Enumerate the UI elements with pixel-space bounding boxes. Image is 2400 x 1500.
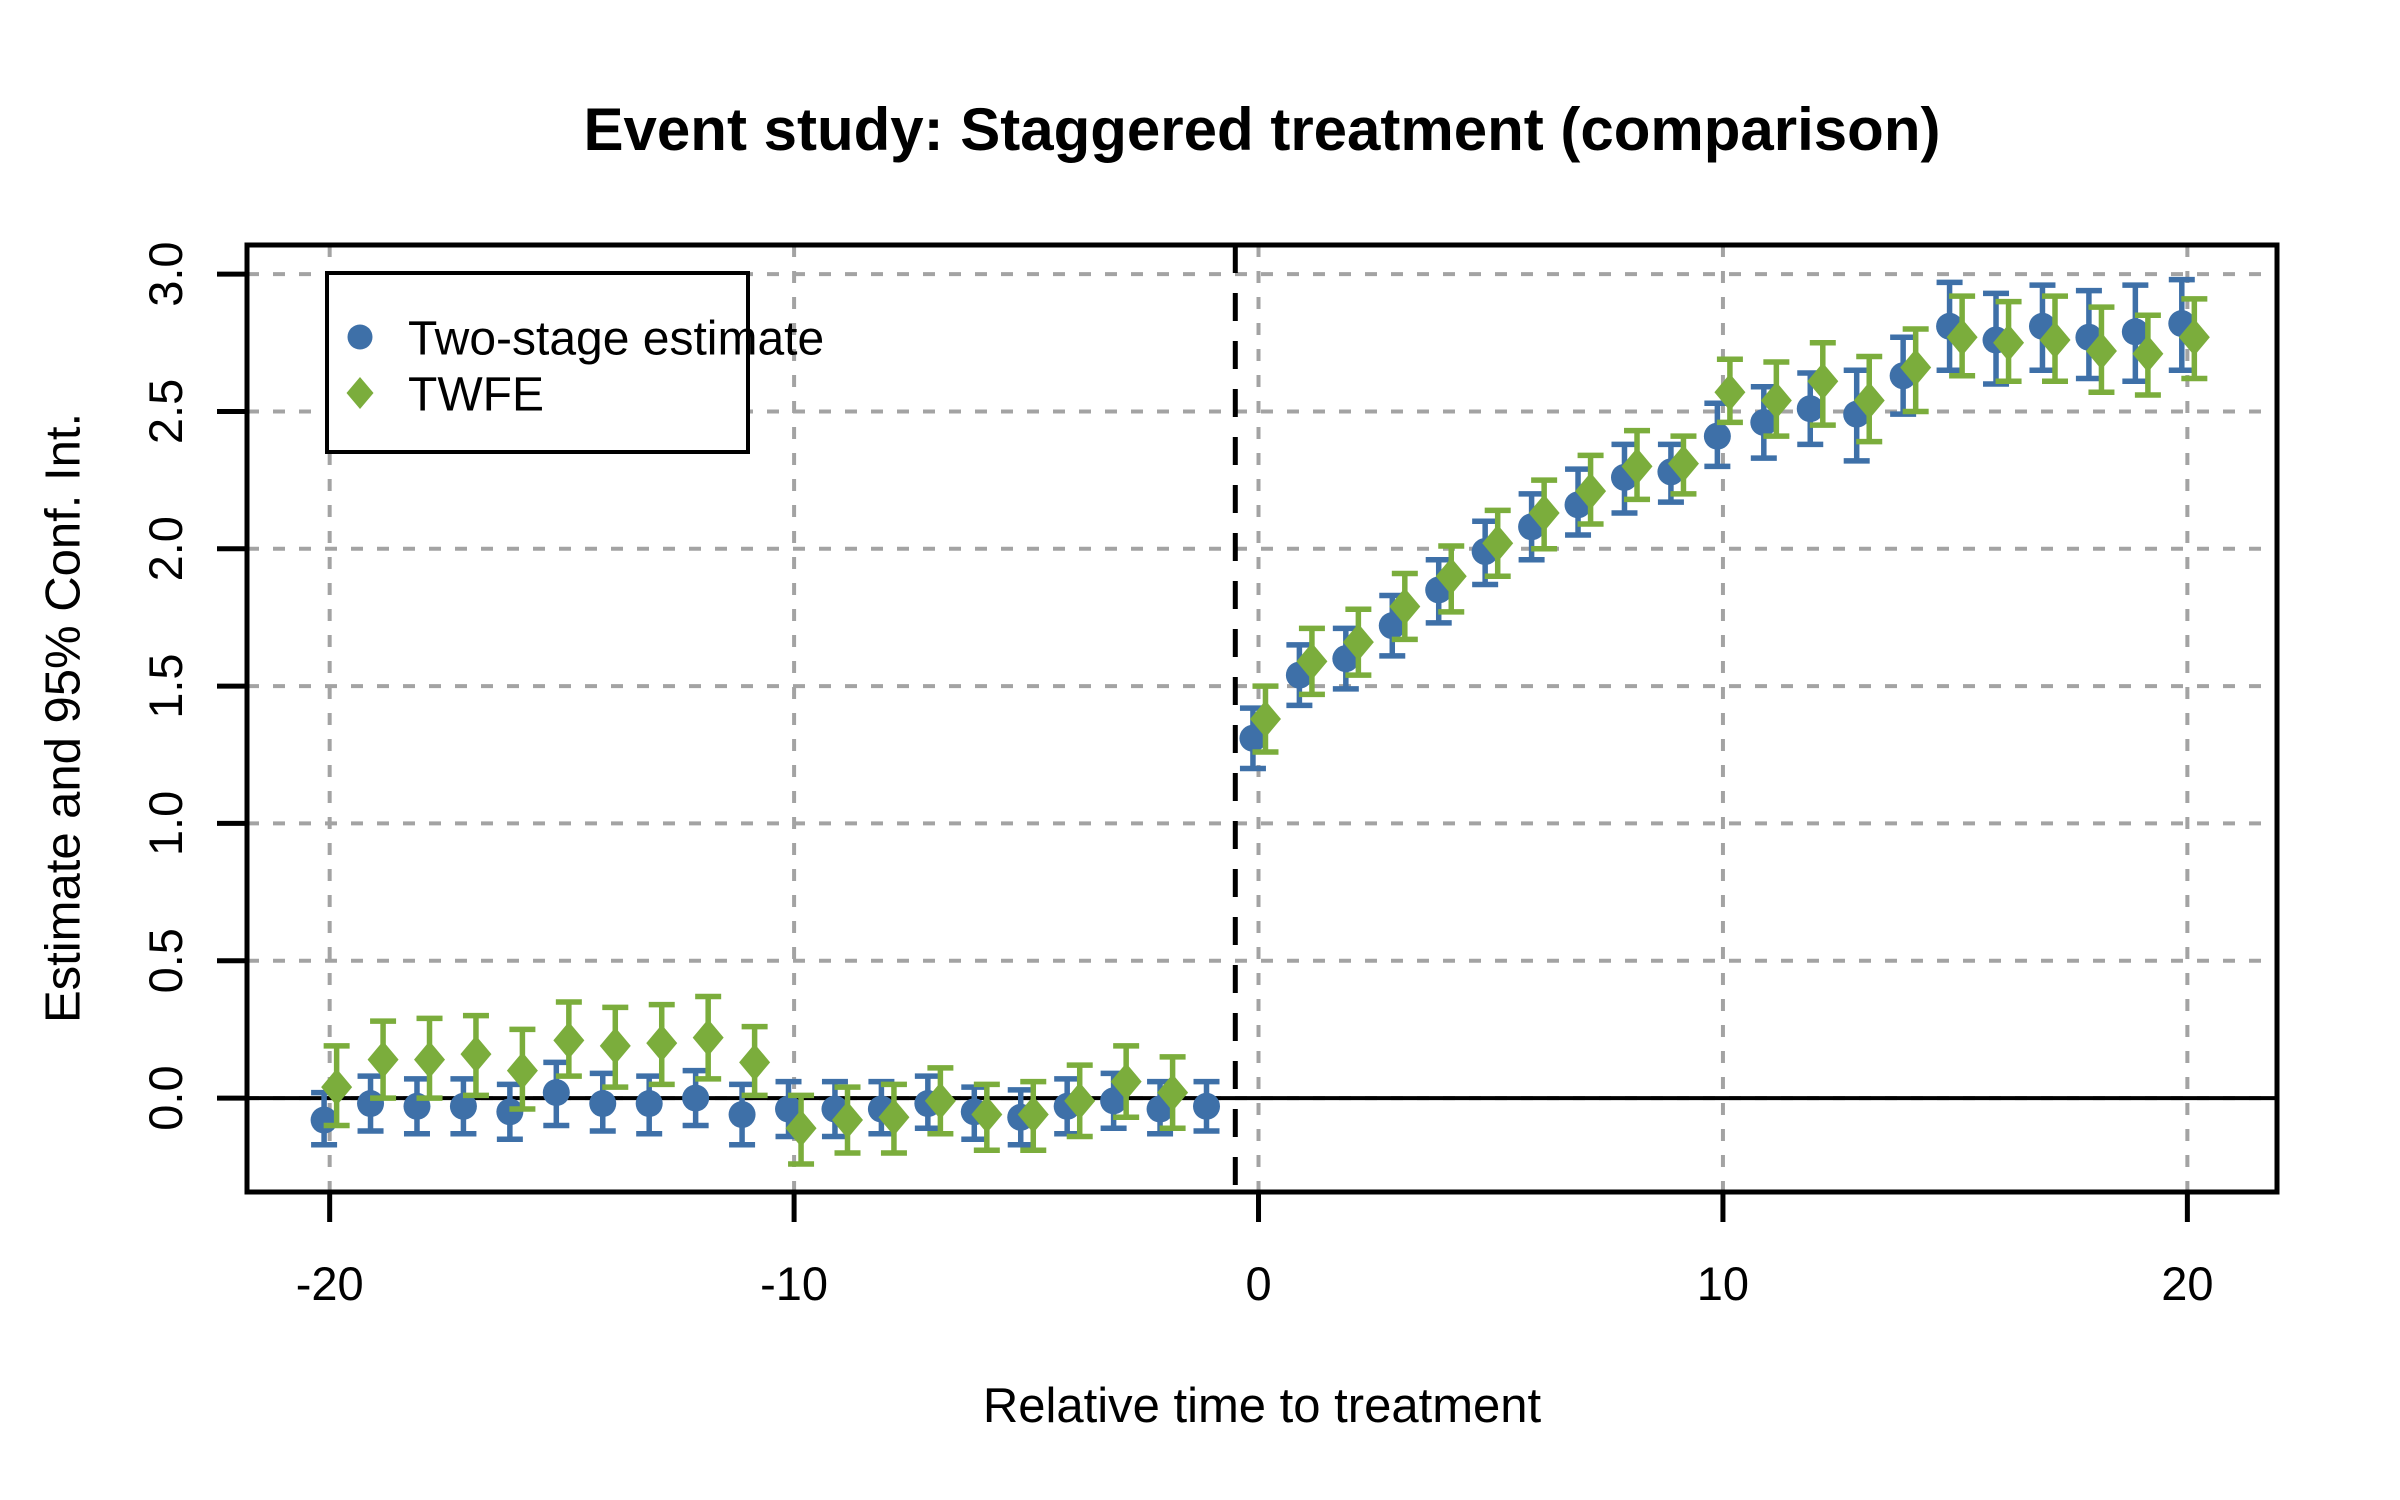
point-circle bbox=[1193, 1092, 1221, 1120]
x-tick-label: -20 bbox=[296, 1257, 364, 1310]
legend-marker-circle bbox=[347, 324, 373, 350]
legend-marker-diamond bbox=[346, 377, 374, 409]
point-diamond bbox=[1714, 373, 1746, 411]
legend-label: Two-stage estimate bbox=[408, 312, 824, 365]
point-circle bbox=[589, 1090, 617, 1118]
point-diamond bbox=[367, 1041, 399, 1079]
point-diamond bbox=[1110, 1063, 1142, 1101]
point-diamond bbox=[2039, 321, 2071, 359]
series-twfe bbox=[321, 293, 2210, 1167]
data-series bbox=[310, 276, 2210, 1167]
point-circle bbox=[310, 1106, 338, 1134]
point-diamond bbox=[2085, 332, 2117, 370]
point-diamond bbox=[1528, 494, 1560, 532]
point-circle bbox=[775, 1095, 803, 1123]
point-diamond bbox=[832, 1101, 864, 1139]
axis-ticks: -20 -10 0 10 20 0.0 0.5 1.0 1.5 2.0 2.5 3.0 bbox=[139, 241, 2214, 1310]
reference-lines bbox=[247, 245, 2277, 1192]
point-circle bbox=[1100, 1087, 1128, 1115]
y-tick-label: 1.5 bbox=[139, 653, 192, 718]
point-diamond bbox=[1435, 557, 1467, 595]
legend-item: TWFE bbox=[346, 368, 544, 421]
point-diamond bbox=[1853, 381, 1885, 419]
point-diamond bbox=[1807, 362, 1839, 400]
y-tick-label-group: 1.5 bbox=[139, 653, 192, 718]
y-axis-title: Estimate and 95% Conf. Int. bbox=[37, 413, 91, 1023]
point-diamond bbox=[1064, 1082, 1096, 1120]
point-diamond bbox=[785, 1109, 817, 1147]
point-diamond bbox=[1249, 700, 1281, 738]
point-circle bbox=[1703, 422, 1731, 450]
point-circle bbox=[1796, 395, 1824, 423]
point-diamond bbox=[1946, 318, 1978, 356]
y-tick-label: 1.0 bbox=[139, 791, 192, 856]
point-diamond bbox=[1296, 642, 1328, 680]
y-tick-label-group: 3.0 bbox=[139, 241, 192, 306]
y-tick-label: 0.0 bbox=[139, 1065, 192, 1130]
point-diamond bbox=[1667, 445, 1699, 483]
point-diamond bbox=[2132, 335, 2164, 373]
legend-item: Two-stage estimate bbox=[347, 312, 824, 365]
point-circle bbox=[1378, 612, 1406, 640]
point-diamond bbox=[971, 1096, 1003, 1134]
point-diamond bbox=[1760, 381, 1792, 419]
x-tick-label: 20 bbox=[2161, 1257, 2213, 1310]
legend-box bbox=[325, 271, 750, 454]
point-circle bbox=[1750, 408, 1778, 436]
y-tick-label: 3.0 bbox=[139, 241, 192, 306]
point-circle bbox=[728, 1101, 756, 1129]
point-diamond bbox=[1900, 348, 1932, 386]
point-diamond bbox=[692, 1019, 724, 1057]
point-diamond bbox=[1575, 472, 1607, 510]
point-diamond bbox=[739, 1043, 771, 1081]
point-diamond bbox=[1342, 623, 1374, 661]
point-diamond bbox=[506, 1052, 538, 1090]
point-diamond bbox=[1017, 1096, 1049, 1134]
x-axis-title: Relative time to treatment bbox=[983, 1379, 1542, 1433]
point-circle bbox=[635, 1090, 663, 1118]
x-tick-label: 10 bbox=[1697, 1257, 1749, 1310]
y-tick-label: 2.0 bbox=[139, 516, 192, 581]
point-diamond bbox=[460, 1035, 492, 1073]
x-tick-label: 0 bbox=[1245, 1257, 1271, 1310]
point-diamond bbox=[924, 1082, 956, 1120]
chart-title: Event study: Staggered treatment (compar… bbox=[584, 96, 1941, 163]
x-tick-label: -10 bbox=[760, 1257, 828, 1310]
y-tick-label-group: 0.0 bbox=[139, 1065, 192, 1130]
point-circle bbox=[542, 1079, 570, 1107]
point-diamond bbox=[1157, 1074, 1189, 1112]
y-tick-label-group: 0.5 bbox=[139, 928, 192, 993]
point-diamond bbox=[878, 1098, 910, 1136]
plot-border bbox=[244, 242, 2280, 1195]
point-diamond bbox=[321, 1068, 353, 1106]
point-diamond bbox=[553, 1021, 585, 1059]
point-circle bbox=[2121, 318, 2149, 346]
y-tick-label-group: 2.0 bbox=[139, 516, 192, 581]
point-diamond bbox=[1389, 587, 1421, 625]
point-circle bbox=[1239, 724, 1267, 752]
point-diamond bbox=[1621, 447, 1653, 485]
y-tick-label-group: 1.0 bbox=[139, 791, 192, 856]
plot-box bbox=[244, 242, 2280, 1195]
point-circle bbox=[449, 1092, 477, 1120]
point-circle bbox=[682, 1084, 710, 1112]
y-tick-label: 0.5 bbox=[139, 928, 192, 993]
y-tick-label-group: 2.5 bbox=[139, 379, 192, 444]
point-diamond bbox=[1993, 324, 2025, 362]
point-diamond bbox=[414, 1041, 446, 1079]
point-diamond bbox=[1482, 524, 1514, 562]
point-circle bbox=[357, 1090, 385, 1118]
legend-label: TWFE bbox=[408, 368, 544, 421]
point-diamond bbox=[646, 1024, 678, 1062]
point-diamond bbox=[2178, 318, 2210, 356]
y-tick-label: 2.5 bbox=[139, 379, 192, 444]
point-diamond bbox=[599, 1027, 631, 1065]
